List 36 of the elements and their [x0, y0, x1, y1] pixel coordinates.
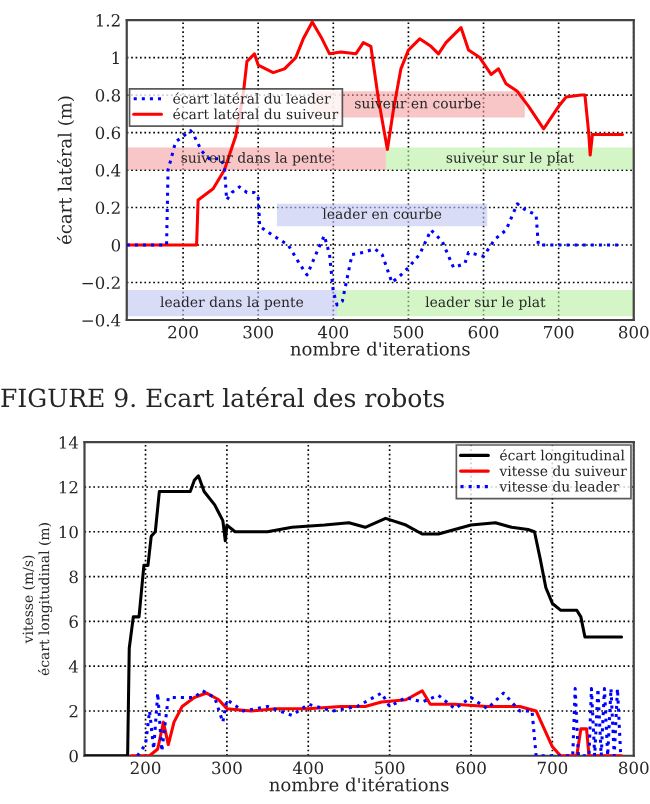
y-tick-label: 4 [68, 660, 79, 673]
x-tick-label: 700 [537, 761, 568, 775]
caption: FIGURE 9. Ecart latéral des robots [1, 386, 444, 408]
x-tick-label: 300 [243, 325, 273, 339]
y-tick-label: 12 [59, 480, 78, 494]
y-axis-title: écart latéral (m) [56, 96, 75, 245]
y-tick-label: 0.6 [95, 126, 121, 140]
x-tick-label: 400 [317, 325, 349, 339]
x-axis-title: nombre d'iterations [290, 341, 470, 356]
y-tick-label: 0.2 [95, 201, 120, 215]
x-tick-label: 600 [468, 325, 499, 339]
x-tick-label: 700 [544, 325, 574, 339]
y-tick-label: 0 [111, 238, 121, 252]
x-tick-label: 800 [618, 761, 649, 775]
x-tick-label: 800 [618, 325, 649, 339]
y-tick-label: 6 [69, 615, 78, 628]
y-tick-label: 10 [59, 525, 78, 539]
x-tick-label: 600 [456, 761, 486, 775]
y-tick-label: 1.2 [96, 14, 120, 27]
y-tick-label: 1 [112, 51, 119, 64]
y-tick-label: 0 [69, 749, 78, 763]
x-tick-label: 500 [375, 761, 405, 775]
x-tick-label: 400 [292, 761, 324, 775]
x-axis-title: nombre d'itérations [269, 776, 449, 792]
x-tick-label: 200 [168, 325, 198, 339]
x-tick-label: 300 [212, 761, 242, 775]
line-series [126, 20, 625, 247]
y-tick-label: 0.8 [95, 89, 121, 102]
y-tick-label: 2 [69, 704, 78, 718]
y-tick-label: 0.4 [95, 164, 121, 177]
y-tick-label: 14 [59, 436, 79, 449]
x-tick-label: 500 [393, 325, 424, 339]
y-tick-label: 8 [69, 570, 78, 584]
y-tick-label: −0.2 [82, 276, 120, 290]
y-tick-label: −0.4 [82, 313, 121, 327]
x-tick-label: 200 [130, 761, 161, 775]
